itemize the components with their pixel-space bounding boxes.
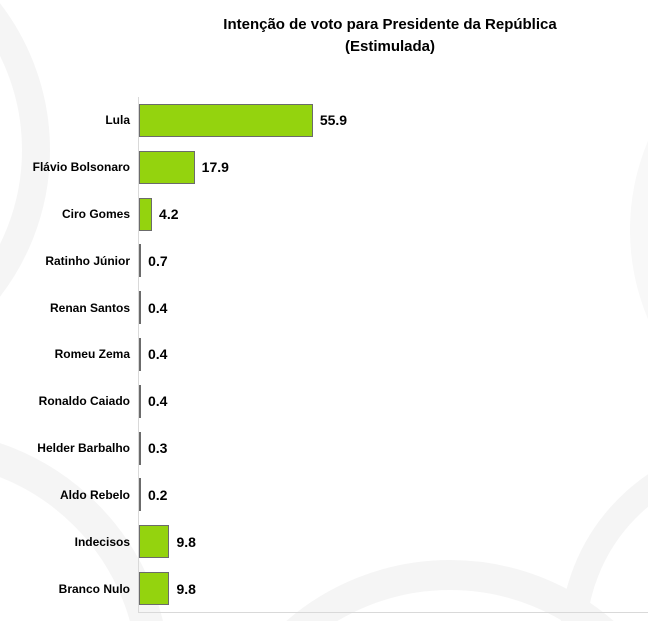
category-label: Ratinho Júnior	[45, 253, 130, 268]
bar	[139, 150, 195, 184]
category-label: Aldo Rebelo	[59, 487, 130, 502]
bar	[139, 291, 141, 325]
bar	[139, 431, 141, 465]
bar-track: 17.9	[139, 150, 648, 184]
bar	[139, 525, 170, 559]
bar-row: Indecisos 9.8	[0, 518, 648, 565]
bar	[139, 384, 141, 418]
bar-track: 0.4	[139, 337, 648, 371]
category-label: Ciro Gomes	[61, 207, 130, 222]
bar-track: 55.9	[139, 103, 648, 137]
value-label: 17.9	[201, 159, 229, 176]
category-label: Indecisos	[74, 534, 130, 549]
value-label: 9.8	[176, 533, 196, 550]
bar-track: 0.4	[139, 291, 648, 325]
value-label: 0.4	[148, 393, 168, 410]
bar-track: 0.2	[139, 478, 648, 512]
category-label: Flávio Bolsonaro	[32, 160, 130, 175]
bar-row: Ciro Gomes 4.2	[0, 191, 648, 238]
category-label: Ronaldo Caiado	[38, 394, 130, 409]
value-label: 9.8	[176, 580, 196, 597]
x-axis-line	[138, 612, 648, 613]
category-label: Renan Santos	[49, 300, 130, 315]
bar	[139, 572, 170, 606]
value-label: 55.9	[319, 112, 348, 129]
chart-subtitle: (Estimulada)	[344, 38, 435, 55]
bar-track: 9.8	[139, 572, 648, 606]
bar-row: Ronaldo Caiado 0.4	[0, 378, 648, 425]
value-label: 0.3	[148, 440, 168, 457]
bar-row: Renan Santos 0.4	[0, 284, 648, 331]
chart-title: Intenção de voto para Presidente da Repú…	[223, 16, 557, 33]
bar-track: 9.8	[139, 525, 648, 559]
bar-row: Helder Barbalho 0.3	[0, 425, 648, 472]
bar-rows: Lula 55.9 Flávio Bolsonaro 17.9 Ciro Gomes 4.…	[0, 97, 648, 612]
bar-row: Flávio Bolsonaro 17.9	[0, 144, 648, 191]
bar-track: 4.2	[139, 197, 648, 231]
value-label: 0.2	[148, 486, 168, 503]
bar-track: 0.3	[139, 431, 648, 465]
category-label: Helder Barbalho	[37, 441, 130, 456]
bar-row: Lula 55.9	[0, 97, 648, 144]
y-axis-line	[138, 97, 139, 612]
bar-row: Branco Nulo 9.8	[0, 565, 648, 612]
value-label: 0.4	[148, 299, 168, 316]
bar	[139, 244, 142, 278]
bar-track: 0.4	[139, 384, 648, 418]
value-label: 0.4	[148, 346, 168, 363]
bar	[139, 478, 141, 512]
bar	[139, 103, 313, 137]
bar-row: Ratinho Júnior 0.7	[0, 237, 648, 284]
chart-title-block: Intenção de voto para Presidente da Repú…	[134, 14, 646, 58]
bar-track: 0.7	[139, 244, 648, 278]
category-label: Romeu Zema	[54, 347, 130, 362]
bar	[139, 197, 153, 231]
bar-row: Romeu Zema 0.4	[0, 331, 648, 378]
category-label: Lula	[105, 113, 130, 128]
category-label: Branco Nulo	[58, 581, 130, 596]
bar	[139, 337, 141, 371]
plot-area: Lula 55.9 Flávio Bolsonaro 17.9 Ciro Gomes 4.…	[0, 97, 648, 613]
value-label: 0.7	[148, 252, 168, 269]
bar-row: Aldo Rebelo 0.2	[0, 472, 648, 519]
value-label: 4.2	[159, 206, 179, 223]
